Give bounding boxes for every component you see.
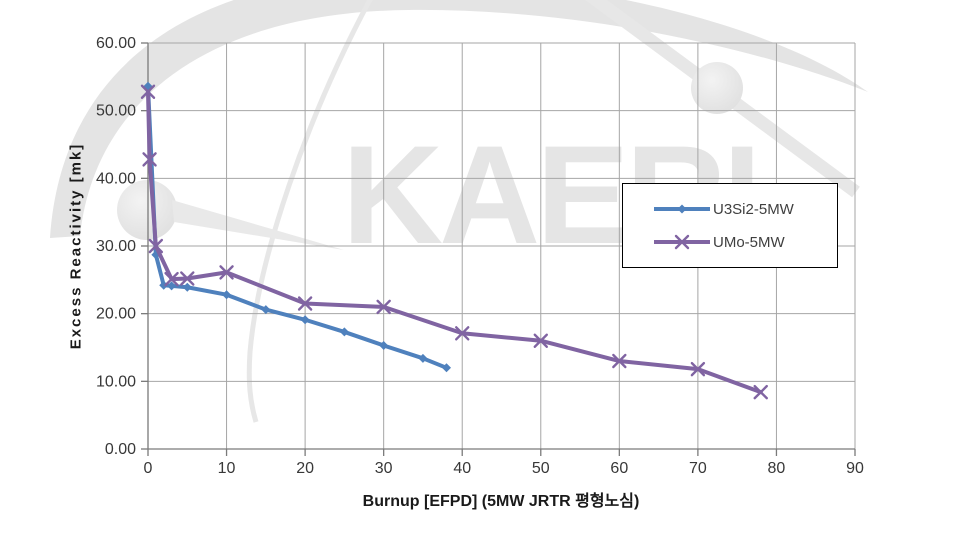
y-tick-label: 10.00 bbox=[96, 373, 136, 390]
marker-diamond bbox=[677, 204, 687, 214]
legend-label-u3si2: U3Si2-5MW bbox=[713, 200, 794, 218]
y-tick-label: 50.00 bbox=[96, 103, 136, 120]
marker-diamond bbox=[261, 305, 271, 315]
marker-x bbox=[674, 234, 690, 250]
marker-x bbox=[180, 271, 195, 286]
marker-x bbox=[455, 326, 470, 341]
marker-x bbox=[140, 84, 156, 99]
x-tick-label: 60 bbox=[610, 460, 628, 477]
y-axis-title: Excess Reactivity [mk] bbox=[67, 142, 85, 350]
legend: U3Si2-5MW UMo-5MW bbox=[622, 183, 838, 268]
y-tick-label: 0.00 bbox=[105, 441, 136, 458]
marker-diamond bbox=[339, 327, 349, 337]
watermark-sphere-right bbox=[691, 62, 743, 114]
marker-x bbox=[142, 152, 157, 167]
x-tick-label: 70 bbox=[689, 460, 707, 477]
marker-x bbox=[690, 361, 706, 377]
marker-diamond bbox=[300, 315, 310, 325]
x-tick-label: 30 bbox=[375, 460, 393, 477]
y-tick-label: 40.00 bbox=[96, 170, 136, 187]
series-U3Si2-5MW bbox=[143, 81, 452, 373]
y-tick-label: 60.00 bbox=[96, 35, 136, 52]
legend-line-u3si2-icon bbox=[654, 204, 710, 214]
marker-x bbox=[612, 353, 627, 369]
watermark-orbit-arc bbox=[246, 0, 373, 423]
x-tick-label: 20 bbox=[296, 460, 314, 477]
legend-entry-u3si2: U3Si2-5MW bbox=[653, 201, 837, 217]
marker-diamond bbox=[182, 282, 192, 292]
marker-x bbox=[376, 299, 391, 315]
marker-diamond bbox=[167, 281, 177, 291]
marker-x bbox=[533, 333, 548, 348]
x-axis-title: Burnup [EFPD] (5MW JRTR 평형노심) bbox=[362, 493, 640, 510]
marker-x bbox=[148, 238, 164, 254]
marker-x bbox=[164, 271, 179, 287]
legend-entry-umo: UMo-5MW bbox=[653, 234, 837, 250]
marker-x bbox=[753, 384, 768, 400]
series-UMo-5MW bbox=[140, 84, 768, 400]
watermark-comet-tail bbox=[172, 200, 344, 250]
marker-diamond bbox=[222, 290, 232, 300]
x-tick-label: 0 bbox=[144, 460, 153, 477]
legend-label-umo: UMo-5MW bbox=[713, 233, 785, 251]
marker-diamond bbox=[379, 340, 389, 350]
marker-diamond bbox=[159, 280, 169, 290]
x-tick-label: 50 bbox=[532, 460, 550, 477]
y-tick-label: 20.00 bbox=[96, 306, 136, 323]
marker-x bbox=[219, 265, 234, 280]
series-line bbox=[146, 84, 449, 370]
watermark-sphere-left bbox=[117, 180, 177, 240]
legend-line-umo-icon bbox=[654, 234, 710, 250]
marker-diamond bbox=[418, 353, 428, 363]
x-tick-label: 90 bbox=[846, 460, 864, 477]
marker-diamond bbox=[442, 363, 452, 373]
y-tick-label: 30.00 bbox=[96, 238, 136, 255]
x-tick-label: 10 bbox=[218, 460, 236, 477]
x-tick-label: 40 bbox=[453, 460, 471, 477]
x-tick-label: 80 bbox=[768, 460, 786, 477]
marker-x bbox=[297, 296, 313, 311]
